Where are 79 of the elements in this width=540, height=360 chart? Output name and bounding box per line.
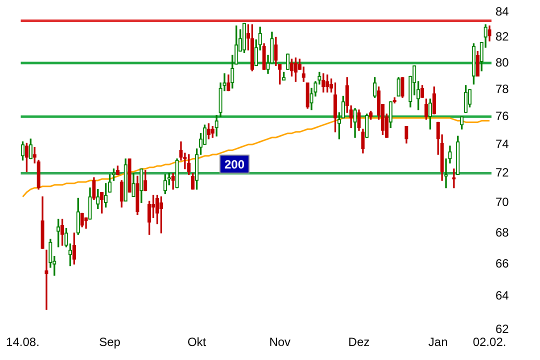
candlestick <box>214 114 218 136</box>
y-tick-label: 72 <box>496 166 510 180</box>
y-tick-label: 80 <box>496 55 510 70</box>
candlestick <box>234 25 238 65</box>
candlestick <box>400 77 404 98</box>
candlestick <box>456 136 460 175</box>
candlestick <box>60 218 64 246</box>
candlestick <box>175 158 179 188</box>
candlestick <box>392 97 396 104</box>
candlestick <box>72 232 76 265</box>
y-tick-label: 82 <box>496 30 510 44</box>
x-tick-label: 02.02. <box>472 335 506 350</box>
y-tick-label: 66 <box>496 256 510 271</box>
x-tick-label: Dez <box>348 335 370 350</box>
series-label: 200 <box>224 157 245 172</box>
candlestick <box>56 218 60 248</box>
y-tick-label: 70 <box>496 194 510 209</box>
x-tick-label: Nov <box>269 335 291 350</box>
candlestick <box>242 22 246 53</box>
candlestick <box>140 168 144 204</box>
candlestick <box>116 166 120 175</box>
candlestick <box>124 158 128 202</box>
candlestick <box>171 172 175 190</box>
candlestick <box>40 196 44 249</box>
y-tick-label: 76 <box>496 108 510 123</box>
candlestick <box>452 168 456 188</box>
candlestick <box>250 24 254 72</box>
candlestick <box>472 43 476 84</box>
candlestick <box>112 168 116 181</box>
candlestick <box>372 77 377 98</box>
candlestick <box>88 188 92 220</box>
y-tick-label: 84 <box>496 4 510 18</box>
candlestick <box>20 141 25 161</box>
candlestick <box>92 177 96 200</box>
candlestick <box>144 170 148 192</box>
x-tick-label: 14.08. <box>6 335 40 350</box>
candlestick <box>432 86 436 114</box>
candlestick <box>361 128 365 154</box>
candlestick <box>357 109 361 131</box>
candlestick <box>163 174 167 194</box>
x-tick-label: Sep <box>99 335 121 350</box>
candlestick <box>302 66 306 82</box>
x-tick-label: Jan <box>428 335 448 350</box>
y-tick-label: 78 <box>496 82 510 96</box>
candlestick <box>333 82 338 132</box>
candlestick <box>24 142 29 172</box>
candlestick <box>28 138 32 160</box>
candlestick <box>290 58 294 77</box>
candlestick <box>278 64 282 84</box>
candlestick <box>44 250 48 310</box>
y-tick-label: 74 <box>496 136 510 151</box>
candlestick <box>262 43 266 70</box>
candlestick <box>365 114 369 138</box>
candlestick <box>132 172 136 198</box>
candlestick <box>298 58 302 70</box>
candlestick <box>424 98 428 120</box>
candlestick <box>226 74 230 92</box>
candlestick <box>396 77 400 97</box>
y-tick-label: 64 <box>496 288 510 303</box>
candlestick <box>428 98 432 130</box>
candlestick <box>282 72 286 80</box>
y-tick-label: 68 <box>496 225 510 240</box>
candlestick <box>258 26 262 50</box>
candlestick <box>136 176 140 216</box>
candlestick <box>464 85 468 113</box>
candlestick <box>294 57 298 82</box>
candlestick <box>84 217 88 229</box>
candlestick <box>460 116 464 130</box>
candlestick <box>76 198 80 235</box>
candlestick <box>286 54 290 70</box>
candlestick <box>353 108 357 138</box>
candlestick <box>404 126 408 144</box>
candlestick <box>306 82 310 109</box>
y-tick-label: 62 <box>496 322 510 336</box>
x-tick-label: Okt <box>187 335 207 350</box>
candlestick <box>476 50 480 77</box>
candlestick <box>120 180 124 208</box>
candlestick <box>128 158 132 193</box>
candlestick <box>369 110 373 120</box>
